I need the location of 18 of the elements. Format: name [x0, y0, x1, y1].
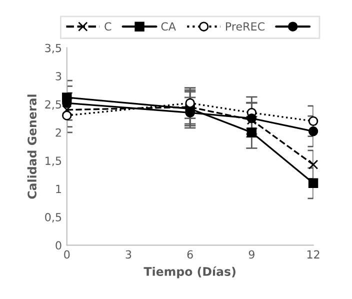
x-tick-label: 9 [248, 250, 254, 259]
y-tick-label: 3,5 [45, 44, 62, 54]
y-tick-label: 2,5 [45, 100, 62, 110]
x-tick-label: 3 [126, 250, 132, 259]
y-tick-label: 1 [56, 184, 61, 194]
y-tick-label: 0 [56, 241, 62, 250]
x-tick-label: 12 [307, 250, 320, 258]
y-tick-label: 3 [56, 72, 62, 80]
legend-label: PreREC [226, 22, 264, 31]
x-axis-title: Tiempo (Días) [144, 266, 236, 278]
y-tick-label: 0,5 [45, 212, 62, 222]
y-tick-label: 2 [56, 128, 61, 137]
x-tick-label: 6 [187, 250, 193, 259]
legend-label: C [104, 22, 112, 31]
x-tick-label: 0 [64, 250, 70, 259]
y-tick-label: 1,5 [46, 156, 62, 166]
legend-label: CA [161, 22, 176, 31]
y-axis-title: Calidad General [27, 94, 37, 199]
